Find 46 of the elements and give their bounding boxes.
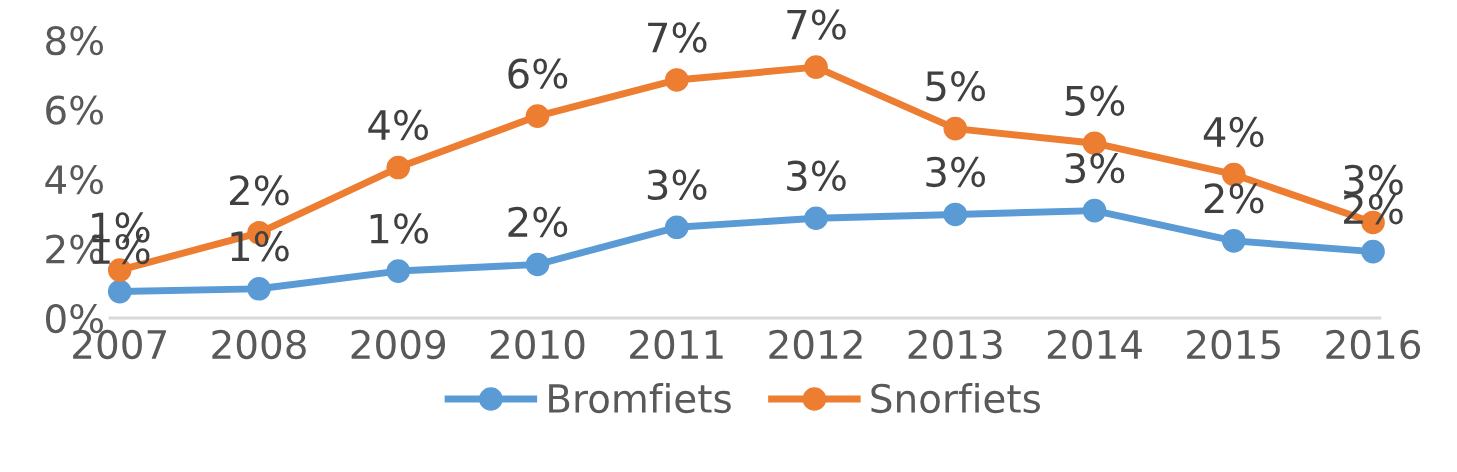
x-tick-label: 2015 (1187, 329, 1280, 360)
data-label: 3% (787, 160, 846, 192)
x-tick-label: 2008 (212, 329, 306, 360)
point (1082, 198, 1107, 223)
point (943, 116, 968, 141)
point (943, 202, 968, 227)
y-tick-label: 4% (45, 164, 103, 195)
point (664, 215, 689, 240)
y-tick-label: 8% (46, 25, 103, 56)
point (525, 104, 550, 128)
point (386, 259, 411, 283)
data-label: 4% (368, 109, 428, 141)
data-label: 1% (231, 231, 289, 262)
data-label: 3% (926, 156, 985, 188)
point (664, 68, 689, 92)
x-tick-label: 2009 (351, 329, 446, 360)
data-label: 7% (648, 22, 707, 53)
x-tick-label: 2016 (1326, 329, 1421, 360)
point (386, 155, 411, 180)
legend-label: Snorfiets (871, 383, 1040, 414)
point (1221, 229, 1246, 253)
x-tick-label: 2014 (1047, 329, 1142, 360)
point (525, 252, 550, 277)
data-label: 2% (508, 206, 568, 238)
data-label: 4% (1203, 116, 1264, 148)
data-label: 6% (508, 58, 568, 89)
x-tick-label: 2010 (490, 329, 585, 360)
data-label: 1% (370, 213, 428, 244)
point (804, 206, 828, 231)
legend-label: Bromfiets (549, 383, 731, 414)
data-label: 5% (1065, 85, 1125, 116)
x-tick-label: 2013 (908, 329, 1002, 360)
data-label: 3% (1065, 152, 1125, 184)
data-label: 5% (926, 70, 985, 102)
data-label: 7% (787, 9, 846, 40)
x-tick-label: 2011 (630, 329, 723, 360)
point (1361, 239, 1385, 264)
data-label: 2% (1204, 183, 1264, 214)
x-tick-label: 2012 (769, 329, 862, 360)
point (804, 55, 828, 79)
point (247, 277, 271, 301)
data-label: 3% (647, 169, 707, 201)
data-label: 3% (1344, 164, 1403, 196)
data-label: 2% (230, 175, 289, 206)
y-tick-label: 6% (46, 95, 103, 125)
point (107, 279, 132, 304)
